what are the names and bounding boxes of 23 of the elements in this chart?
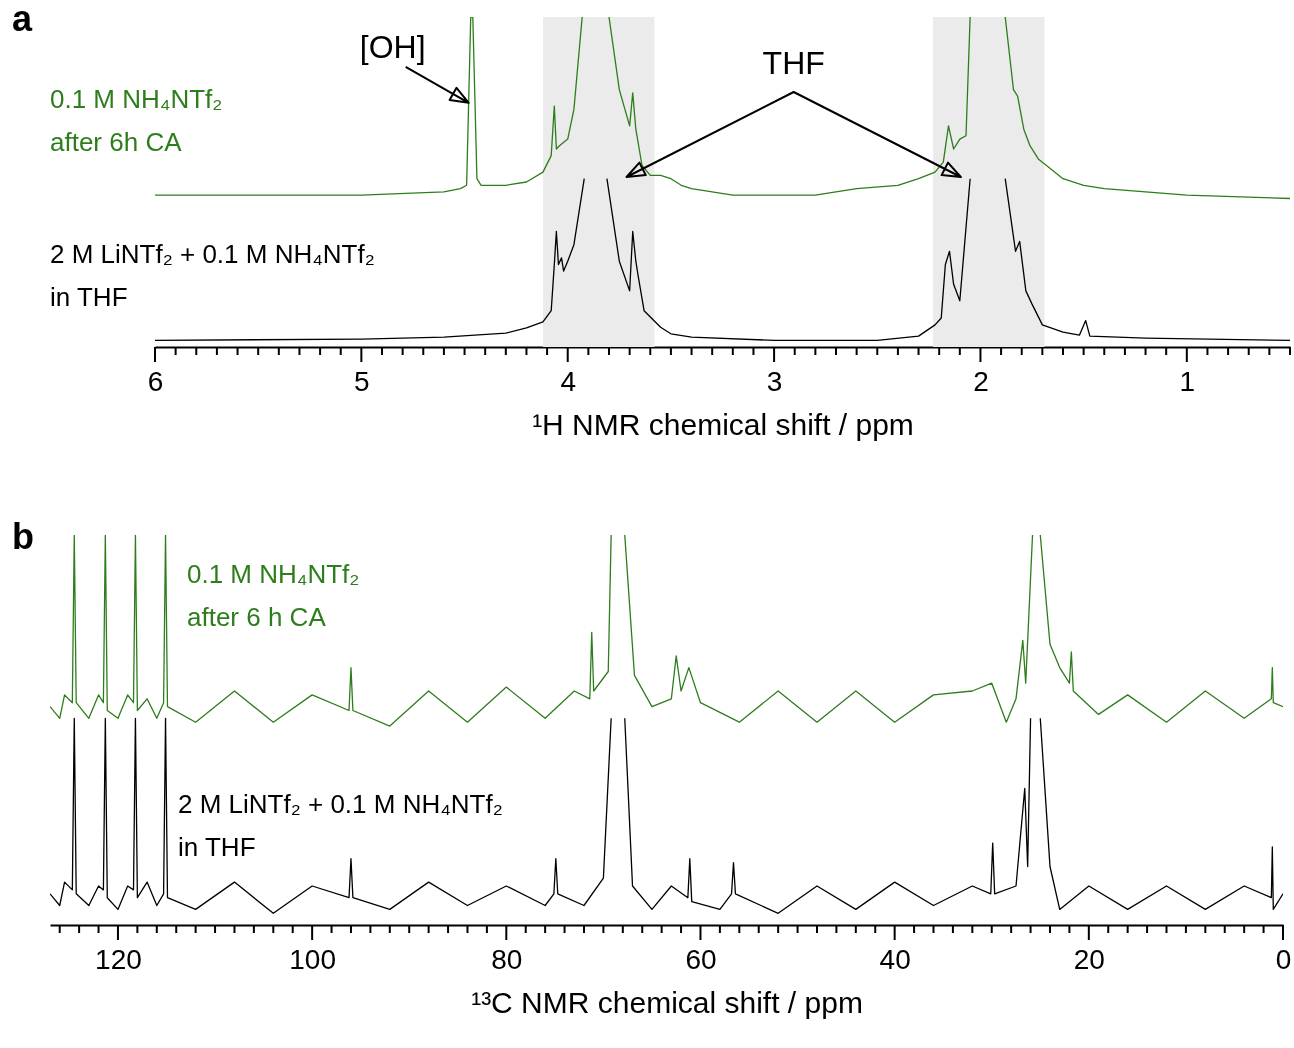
- series-label: 2 M LiNTf₂ + 0.1 M NH₄NTf₂ in THF: [50, 239, 375, 312]
- x-tick-label: 5: [354, 365, 370, 397]
- x-tick-label: 100: [289, 943, 336, 975]
- chart-title: b: [12, 516, 34, 557]
- x-tick-label: 0: [1275, 943, 1292, 975]
- x-tick-label: 3: [766, 365, 783, 397]
- x-tick-label: 2: [973, 365, 989, 397]
- series-label: 0.1 M NH₄NTf₂ after 6 h CA: [187, 559, 360, 632]
- x-axis-title: ¹H NMR chemical shift / ppm: [532, 407, 914, 441]
- annotation: [OH]: [359, 28, 426, 65]
- x-tick-label: 80: [491, 943, 523, 975]
- x-axis-title: ¹³C NMR chemical shift / ppm: [471, 985, 863, 1019]
- x-tick-label: 40: [879, 943, 911, 975]
- x-tick-label: 6: [147, 365, 164, 397]
- annotation: THF: [762, 45, 825, 81]
- x-tick-label: 4: [560, 365, 577, 397]
- series-label: 0.1 M NH₄NTf₂ after 6h CA: [50, 84, 223, 157]
- x-tick-label: 20: [1073, 943, 1105, 975]
- x-tick-label: 1: [1179, 365, 1196, 397]
- series-label: 2 M LiNTf₂ + 0.1 M NH₄NTf₂ in THF: [178, 789, 503, 862]
- chart-title: a: [12, 0, 33, 39]
- x-tick-label: 120: [95, 943, 142, 975]
- x-tick-label: 60: [685, 943, 717, 975]
